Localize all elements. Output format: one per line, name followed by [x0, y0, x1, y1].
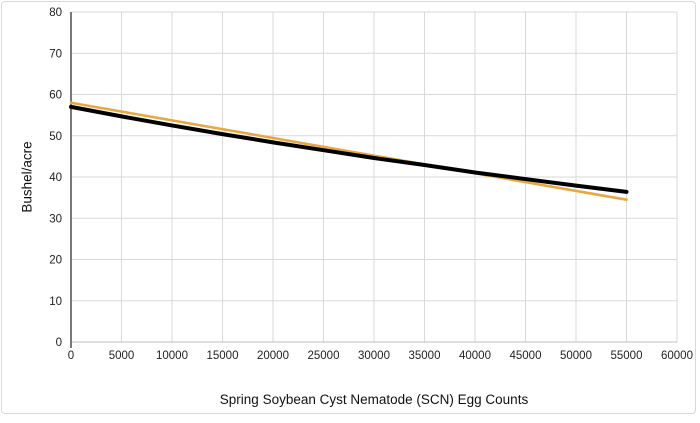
y-tick-label: 60: [49, 90, 62, 102]
series-yield-response-curve: [69, 104, 629, 194]
series-linear-trendline: [69, 101, 628, 201]
x-tick-label: 5000: [109, 350, 135, 362]
chart-card: [1, 1, 696, 414]
y-tick-label: 50: [49, 131, 62, 143]
x-tick-label: 60000: [661, 350, 693, 362]
y-tick-label: 40: [49, 172, 62, 184]
x-tick-label: 45000: [510, 350, 542, 362]
x-tick-label: 40000: [459, 350, 491, 362]
x-tick-label: 50000: [560, 350, 592, 362]
x-axis-title: Spring Soybean Cyst Nematode (SCN) Egg C…: [219, 392, 529, 407]
x-tick-label: 25000: [308, 350, 340, 362]
x-tick-label: 20000: [257, 350, 289, 362]
x-tick-label: 15000: [207, 350, 239, 362]
y-tick-label: 70: [49, 48, 62, 60]
y-tick-label: 20: [49, 255, 62, 267]
x-tick-label: 35000: [409, 350, 441, 362]
y-tick-label: 0: [56, 337, 62, 349]
y-tick-label: 30: [49, 213, 62, 225]
y-axis-title: Bushel/acre: [19, 141, 35, 213]
x-tick-label: 10000: [156, 350, 188, 362]
x-tick-label: 55000: [611, 350, 643, 362]
y-tick-label: 80: [49, 7, 62, 19]
x-tick-label: 30000: [358, 350, 390, 362]
y-tick-label: 10: [49, 296, 62, 308]
x-tick-label: 0: [68, 350, 74, 362]
